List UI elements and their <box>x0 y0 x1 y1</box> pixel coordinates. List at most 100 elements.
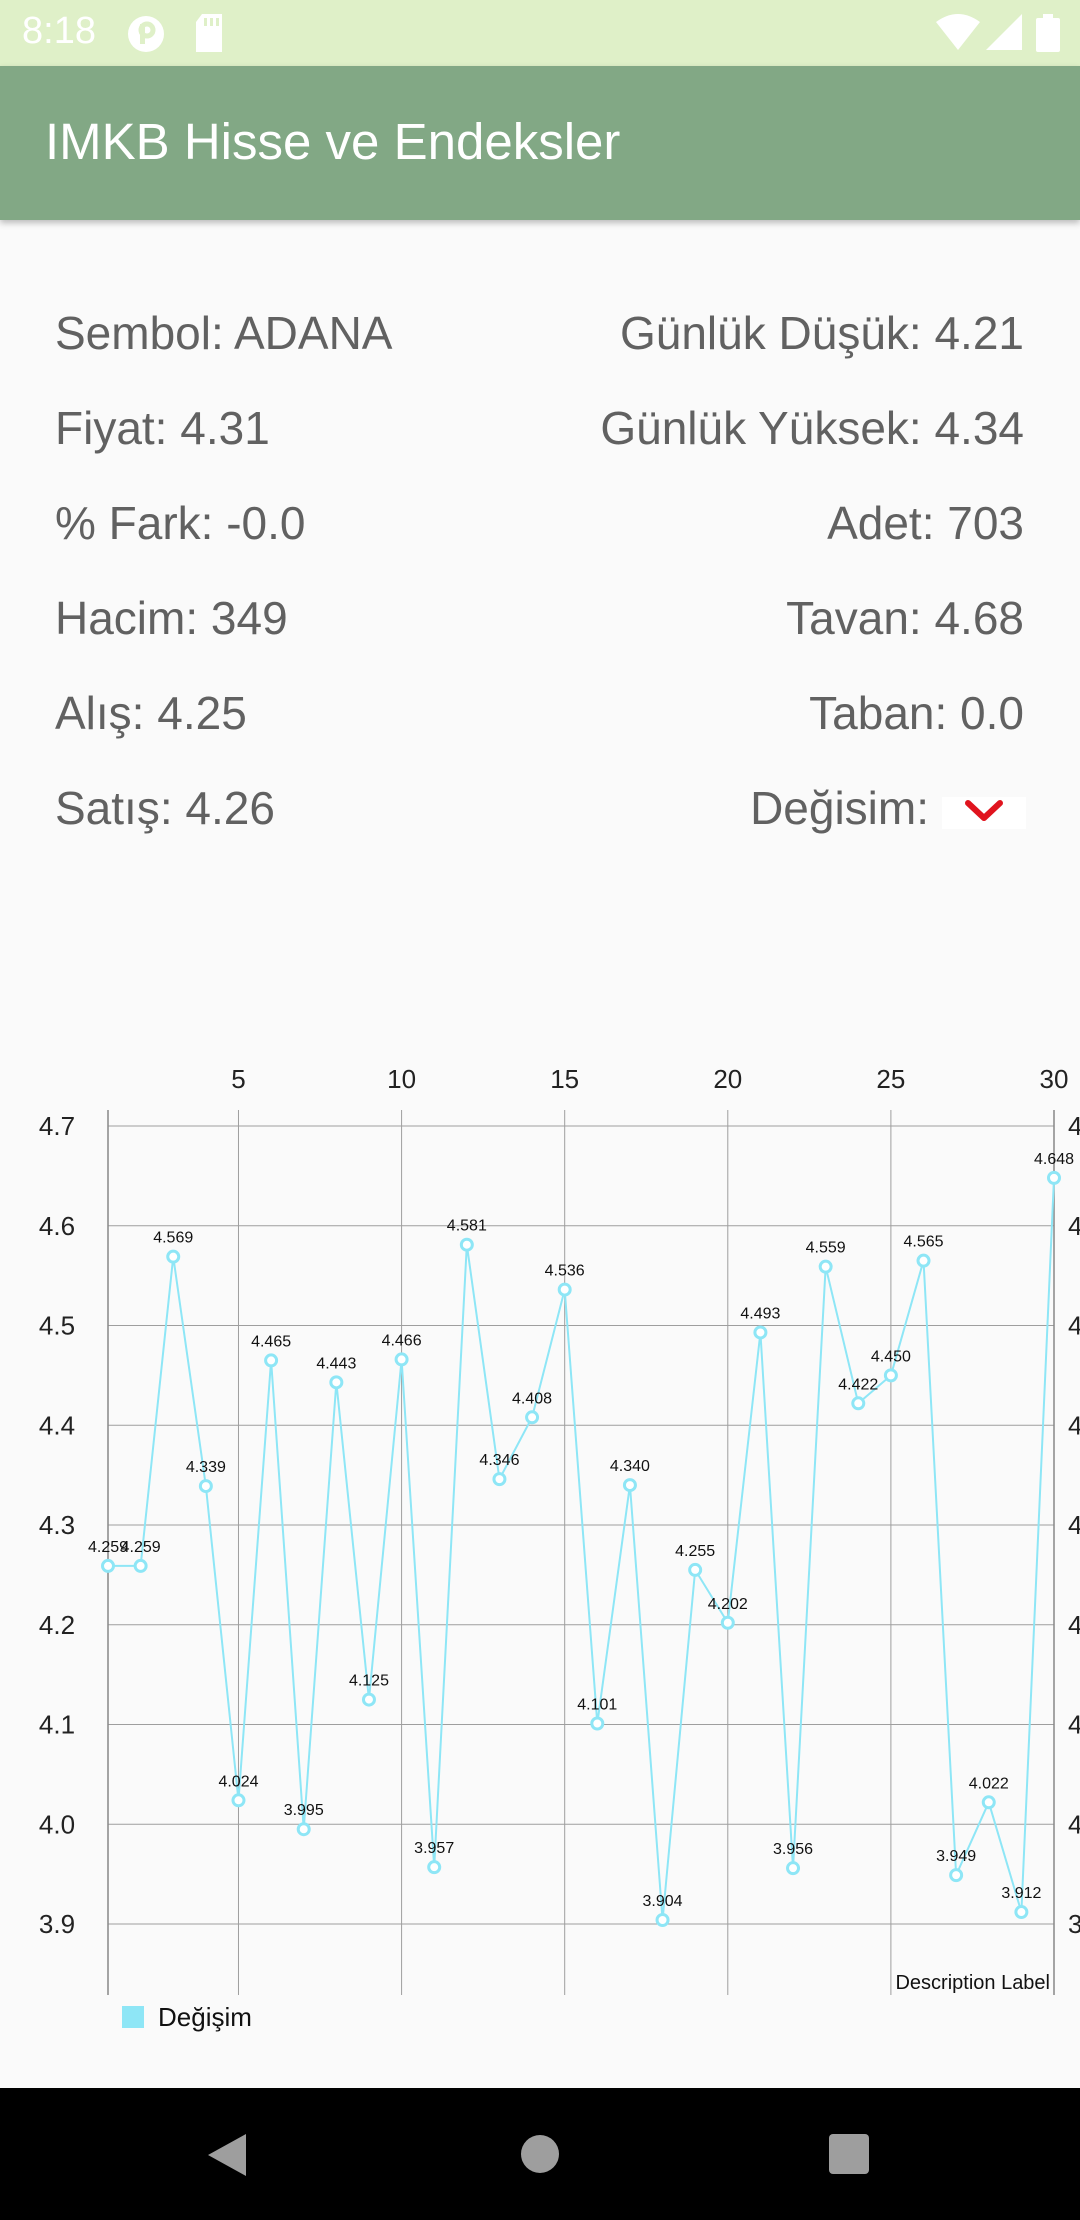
sd-card-icon <box>196 14 222 52</box>
right-tick-label: 3 <box>1068 1909 1080 1939</box>
price-chart[interactable]: 3.9 3 4.0 4 4.1 4 4.2 4 4.3 4 4.4 4 4.5 4 4.6 4 4.7 4 5 10 1… <box>0 1040 1080 2040</box>
right-tick-label: 4 <box>1068 1809 1080 1839</box>
legend-swatch <box>122 2006 144 2028</box>
app-title: IMKB Hisse ve Endeksler <box>45 113 621 170</box>
notification-p-icon <box>128 16 164 52</box>
recents-icon[interactable] <box>829 2134 869 2174</box>
data-point <box>622 1478 637 1493</box>
data-point <box>981 1795 996 1810</box>
data-label: 4.581 <box>447 1218 487 1235</box>
data-label: 4.450 <box>871 1348 911 1365</box>
y-tick-label: 4.7 <box>39 1111 75 1141</box>
home-icon[interactable] <box>520 2134 560 2174</box>
data-label: 4.466 <box>382 1332 422 1349</box>
change-indicator <box>942 797 1026 829</box>
right-tick-label: 4 <box>1068 1311 1080 1341</box>
data-point <box>166 1249 181 1264</box>
status-time: 8:18 <box>22 10 96 52</box>
data-label: 4.465 <box>251 1333 291 1350</box>
data-point <box>394 1352 409 1367</box>
data-point <box>492 1472 507 1487</box>
data-label: 3.956 <box>773 1841 813 1858</box>
daily-low-text: Günlük Düşük: 4.21 <box>619 307 1024 359</box>
data-point <box>916 1253 931 1268</box>
symbol-text: Sembol: ADANA <box>55 307 393 359</box>
data-point <box>851 1396 866 1411</box>
data-label: 4.022 <box>969 1775 1009 1792</box>
x-tick-label: 25 <box>876 1064 905 1094</box>
bid-text: Alış: 4.25 <box>55 687 247 739</box>
percent-diff-text: % Fark: -0.0 <box>55 497 306 549</box>
data-label: 3.957 <box>414 1840 454 1857</box>
right-tick-label: 4 <box>1068 1710 1080 1740</box>
y-tick-label: 4.5 <box>39 1311 75 1341</box>
data-label: 4.125 <box>349 1673 389 1690</box>
data-point <box>949 1868 964 1883</box>
data-label: 4.648 <box>1034 1151 1074 1168</box>
data-point <box>459 1237 474 1252</box>
change-label: Değisim: <box>750 782 929 834</box>
right-tick-label: 4 <box>1068 1211 1080 1241</box>
data-label: 4.339 <box>186 1459 226 1476</box>
data-label: 3.904 <box>643 1893 683 1910</box>
y-tick-label: 4.3 <box>39 1510 75 1540</box>
volume-text: Hacim: 349 <box>55 592 288 644</box>
chevron-down-icon <box>965 800 1003 821</box>
data-point <box>753 1325 768 1340</box>
signal-icon <box>986 14 1022 50</box>
data-point <box>557 1282 572 1297</box>
data-point <box>655 1913 670 1928</box>
x-tick-label: 20 <box>713 1064 742 1094</box>
data-label: 4.422 <box>838 1376 878 1393</box>
data-label: 4.559 <box>806 1240 846 1257</box>
data-label: 4.536 <box>545 1263 585 1280</box>
data-point <box>264 1353 279 1368</box>
data-label: 4.024 <box>218 1773 258 1790</box>
data-label: 4.259 <box>88 1539 128 1556</box>
data-point <box>818 1259 833 1274</box>
data-label: 4.259 <box>121 1539 161 1556</box>
data-point <box>1047 1170 1061 1185</box>
data-label: 4.255 <box>675 1543 715 1560</box>
back-icon[interactable] <box>204 2132 248 2178</box>
data-point <box>427 1860 442 1875</box>
data-point <box>101 1558 115 1573</box>
data-label: 4.202 <box>708 1596 748 1613</box>
x-tick-label: 10 <box>387 1064 416 1094</box>
floor-text: Taban: 0.0 <box>809 687 1024 739</box>
y-tick-label: 4.1 <box>39 1710 75 1740</box>
status-bar: 8:18 <box>0 0 1080 66</box>
data-label: 3.949 <box>936 1848 976 1865</box>
app-bar: IMKB Hisse ve Endeksler <box>0 66 1080 220</box>
x-tick-label: 15 <box>550 1064 579 1094</box>
data-point <box>525 1410 540 1425</box>
data-label: 4.346 <box>479 1452 519 1469</box>
data-point <box>786 1861 801 1876</box>
data-point <box>883 1368 898 1383</box>
data-label: 4.340 <box>610 1458 650 1475</box>
right-tick-label: 4 <box>1068 1410 1080 1440</box>
data-point <box>198 1479 213 1494</box>
y-tick-label: 4.4 <box>39 1410 75 1440</box>
wifi-icon <box>936 14 980 50</box>
count-text: Adet: 703 <box>827 497 1024 549</box>
data-point <box>133 1558 148 1573</box>
data-label: 3.912 <box>1001 1885 1041 1902</box>
right-tick-label: 4 <box>1068 1111 1080 1141</box>
ceiling-text: Tavan: 4.68 <box>786 592 1024 644</box>
battery-icon <box>1036 14 1060 52</box>
data-point <box>1014 1905 1029 1920</box>
data-label: 4.569 <box>153 1230 193 1247</box>
chart-description: Description Label <box>895 1972 1050 1994</box>
price-text: Fiyat: 4.31 <box>55 402 270 454</box>
data-point <box>231 1793 246 1808</box>
ask-text: Satış: 4.26 <box>55 782 275 834</box>
x-tick-label: 5 <box>231 1064 245 1094</box>
data-label: 4.408 <box>512 1390 552 1407</box>
y-tick-label: 4.2 <box>39 1610 75 1640</box>
x-tick-label: 30 <box>1040 1064 1069 1094</box>
data-point <box>590 1716 605 1731</box>
data-point <box>720 1615 735 1630</box>
data-label: 4.565 <box>903 1234 943 1251</box>
data-label: 4.493 <box>740 1305 780 1322</box>
